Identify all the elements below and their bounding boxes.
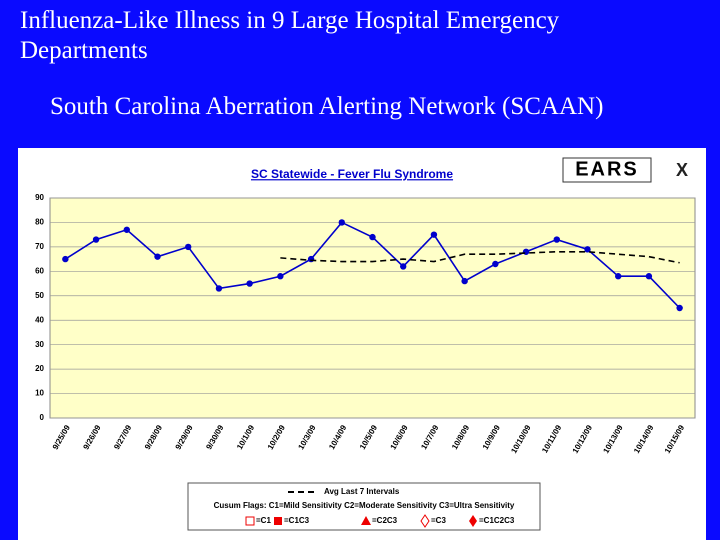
logo-mark: X	[676, 160, 688, 180]
y-tick-label: 0	[40, 413, 45, 422]
point	[62, 255, 69, 263]
flag-symbol	[420, 514, 430, 528]
legend-label: Avg Last 7 Intervals	[324, 487, 400, 496]
point	[92, 236, 100, 243]
point	[645, 273, 653, 280]
flag-symbol	[469, 515, 477, 527]
point	[215, 285, 223, 292]
point	[277, 273, 284, 280]
slide-title: Influenza-Like Illness in 9 Large Hospit…	[20, 7, 560, 64]
point	[676, 304, 683, 312]
point	[492, 260, 499, 268]
point	[584, 246, 591, 253]
y-tick-label: 90	[35, 193, 44, 202]
point	[185, 243, 192, 251]
point	[400, 263, 407, 270]
flag-label: =C1C3	[284, 516, 310, 525]
point	[338, 219, 345, 226]
flag-symbol	[274, 517, 282, 525]
y-tick-label: 30	[35, 340, 44, 349]
chart-title: SC Statewide - Fever Flu Syndrome	[251, 167, 453, 181]
chart: SC Statewide - Fever Flu Syndrome EARS X…	[18, 148, 706, 540]
y-tick-label: 70	[35, 242, 44, 251]
flag-label: =C1C2C3	[479, 516, 515, 525]
flags-title: Cusum Flags: C1=Mild Sensitivity C2=Mode…	[214, 501, 515, 510]
flag-label: =C1	[256, 516, 271, 525]
logo-box	[562, 157, 652, 183]
flag-symbol	[245, 516, 255, 526]
point	[369, 233, 376, 241]
point	[522, 248, 530, 255]
point	[307, 255, 315, 263]
y-tick-label: 80	[35, 218, 44, 227]
point	[615, 273, 622, 280]
flag-label: =C3	[431, 516, 446, 525]
point	[553, 236, 560, 243]
plot-area	[49, 197, 696, 419]
series-line	[280, 250, 680, 264]
y-tick-label: 50	[35, 291, 44, 300]
y-tick-label: 40	[35, 315, 44, 324]
slide-subtitle: South Carolina Aberration Alerting Netwo…	[50, 93, 604, 120]
flag-label: =C2C3	[372, 516, 398, 525]
logo-text: EARS	[575, 158, 639, 180]
point	[154, 253, 161, 260]
point	[246, 280, 253, 287]
y-tick-label: 10	[35, 389, 44, 398]
y-tick-label: 20	[35, 364, 44, 373]
point	[430, 231, 438, 238]
flag-symbol	[361, 516, 371, 525]
point	[461, 277, 468, 285]
point	[123, 226, 130, 233]
y-tick-label: 60	[35, 266, 44, 275]
